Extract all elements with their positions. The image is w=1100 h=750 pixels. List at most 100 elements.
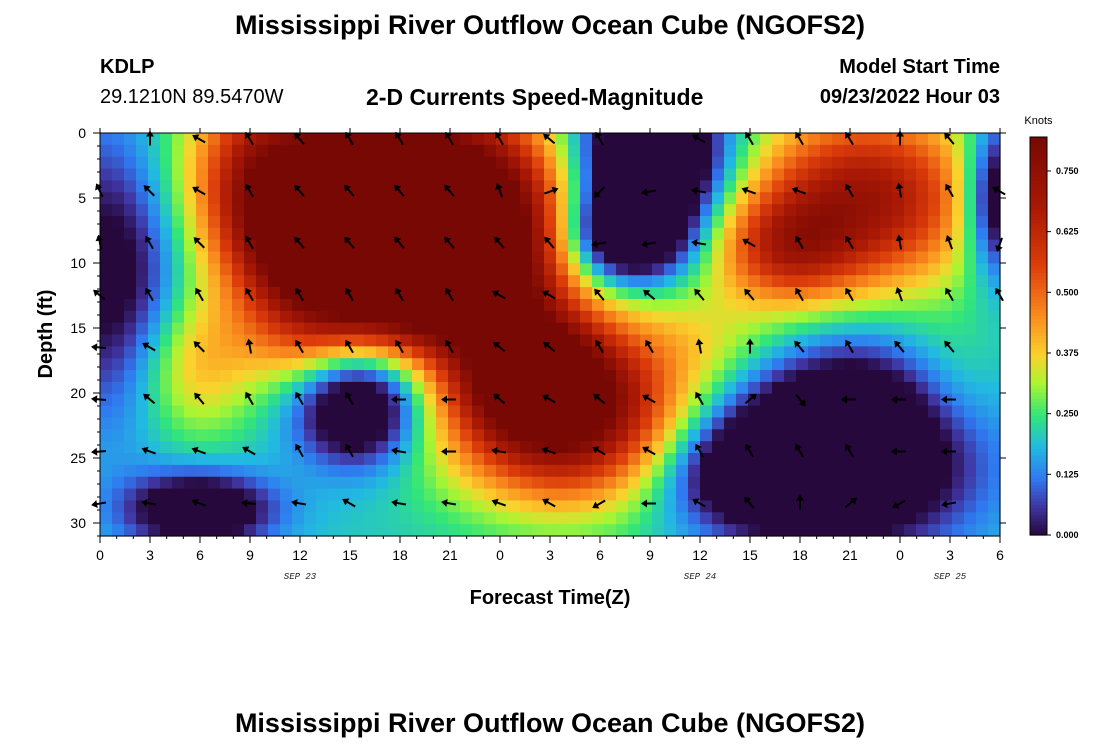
heatmap-cell	[772, 263, 785, 276]
heatmap-cell	[964, 310, 977, 324]
heatmap-cell	[964, 500, 977, 513]
heatmap-cell	[484, 381, 497, 395]
model-start-label: Model Start Time	[839, 56, 1000, 78]
heatmap-cell	[544, 358, 557, 371]
heatmap-cell	[700, 168, 713, 182]
heatmap-cell	[880, 464, 893, 478]
heatmap-cell	[892, 204, 905, 217]
heatmap-cell	[400, 133, 413, 146]
heatmap-cell	[436, 358, 449, 371]
heatmap-cell	[856, 133, 869, 146]
current-vector	[845, 131, 854, 146]
heatmap-cell	[940, 275, 953, 288]
heatmap-cell	[160, 192, 173, 205]
heatmap-cell	[772, 464, 785, 478]
heatmap-cell	[184, 476, 197, 490]
heatmap-cell	[472, 512, 485, 525]
heatmap-cell	[484, 133, 497, 146]
heatmap-cell	[316, 144, 329, 158]
heatmap-cell	[964, 227, 977, 241]
heatmap-cell	[124, 192, 137, 205]
y-tick-label: 10	[70, 255, 86, 271]
heatmap-cell	[280, 204, 293, 217]
heatmap-cell	[172, 156, 185, 170]
colorbar-segment	[1030, 491, 1047, 496]
heatmap-cell	[124, 239, 137, 253]
heatmap-cell	[748, 180, 761, 193]
heatmap-cell	[664, 156, 677, 170]
heatmap-cell	[148, 310, 161, 324]
heatmap-cell	[616, 393, 629, 407]
heatmap-cell	[196, 524, 209, 537]
heatmap-cell	[124, 287, 137, 300]
heatmap-cell	[976, 512, 989, 525]
heatmap-cell	[676, 215, 689, 229]
heatmap-cell	[652, 453, 665, 466]
heatmap-cell	[748, 476, 761, 490]
heatmap-cell	[796, 417, 809, 430]
heatmap-cell	[688, 417, 701, 430]
heatmap-cell	[748, 381, 761, 395]
heatmap-cell	[532, 192, 545, 205]
current-vector	[744, 496, 755, 509]
heatmap-cell	[904, 144, 917, 158]
heatmap-cell	[940, 346, 953, 359]
heatmap-cell	[340, 168, 353, 182]
heatmap-cell	[124, 215, 137, 229]
heatmap-cell	[412, 156, 425, 170]
heatmap-cell	[436, 381, 449, 395]
heatmap-cell	[928, 358, 941, 371]
heatmap-cell	[892, 310, 905, 324]
heatmap-cell	[100, 405, 113, 419]
heatmap-cell	[256, 204, 269, 217]
heatmap-cell	[280, 524, 293, 537]
heatmap-cell	[772, 168, 785, 182]
heatmap-cell	[316, 192, 329, 205]
heatmap-cell	[580, 453, 593, 466]
heatmap-cell	[844, 322, 857, 336]
heatmap-cell	[712, 263, 725, 276]
heatmap-cell	[568, 500, 581, 513]
heatmap-cell	[352, 441, 365, 454]
heatmap-cell	[784, 346, 797, 359]
heatmap-cell	[448, 500, 461, 513]
heatmap-cell	[772, 393, 785, 407]
heatmap-cell	[100, 464, 113, 478]
heatmap-cell	[112, 334, 125, 347]
heatmap-cell	[160, 133, 173, 146]
heatmap-cell	[988, 133, 1001, 146]
heatmap-cell	[304, 204, 317, 217]
heatmap-cell	[736, 393, 749, 407]
heatmap-cell	[928, 512, 941, 525]
heatmap-cell	[952, 370, 965, 383]
heatmap-cell	[808, 287, 821, 300]
heatmap-cell	[556, 298, 569, 312]
heatmap-cell	[772, 251, 785, 264]
heatmap-cell	[568, 346, 581, 359]
heatmap-cell	[436, 429, 449, 442]
heatmap-cell	[556, 441, 569, 454]
heatmap-cell	[664, 275, 677, 288]
heatmap-cell	[160, 453, 173, 466]
heatmap-cell	[232, 192, 245, 205]
heatmap-cell	[136, 204, 149, 217]
heatmap-cell	[796, 156, 809, 170]
heatmap-cell	[880, 298, 893, 312]
current-vector	[795, 287, 804, 302]
heatmap-cell	[400, 500, 413, 513]
heatmap-cell	[472, 346, 485, 359]
heatmap-cell	[400, 239, 413, 253]
heatmap-cell	[172, 393, 185, 407]
heatmap-cell	[664, 204, 677, 217]
heatmap-cell	[808, 488, 821, 502]
heatmap-cell	[688, 263, 701, 276]
heatmap-cell	[208, 512, 221, 525]
heatmap-cell	[100, 204, 113, 217]
heatmap-cell	[784, 133, 797, 146]
heatmap-cell	[688, 512, 701, 525]
heatmap-cell	[940, 453, 953, 466]
heatmap-cell	[604, 358, 617, 371]
heatmap-cell	[208, 334, 221, 347]
heatmap-cell	[856, 429, 869, 442]
heatmap-cell	[760, 180, 773, 193]
